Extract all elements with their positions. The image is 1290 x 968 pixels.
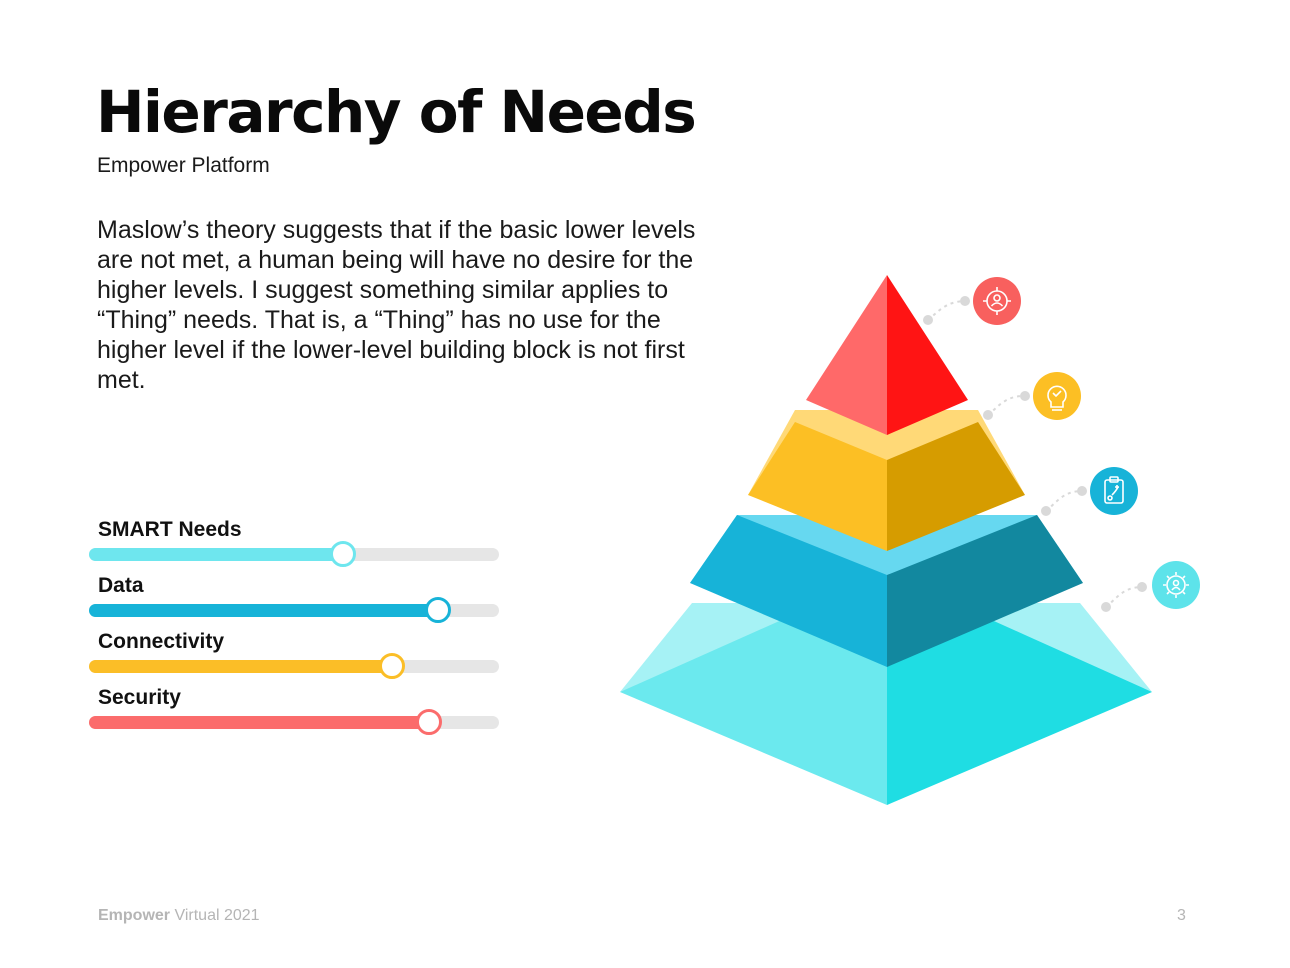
need-slider-track[interactable] <box>89 541 499 567</box>
gear-user-icon <box>1152 561 1200 609</box>
need-slider-knob[interactable] <box>379 653 406 679</box>
need-slider-knob[interactable] <box>416 709 443 735</box>
need-data: Data <box>89 574 501 630</box>
tier-top-left-face <box>806 275 887 435</box>
need-security: Security <box>89 686 501 742</box>
tier-third-left-face <box>690 515 887 667</box>
tier-third-icon-circle <box>1090 467 1138 515</box>
needs-sliders: SMART Needs Data Connectivity Security <box>89 518 501 742</box>
footer-brand: Empower Virtual 2021 <box>98 907 260 925</box>
connector-dot <box>1041 506 1051 516</box>
connector-dot <box>1101 602 1111 612</box>
connector-dot <box>1137 582 1147 592</box>
need-slider-track[interactable] <box>89 709 499 735</box>
connector-lines <box>927 300 1143 608</box>
need-slider-track[interactable] <box>89 597 499 623</box>
connector-dot <box>1077 486 1087 496</box>
connector-base <box>1105 586 1143 608</box>
connector-top <box>927 300 965 321</box>
slide-subtitle: Empower Platform <box>97 154 270 177</box>
body-paragraph: Maslow’s theory suggests that if the bas… <box>97 216 696 394</box>
need-smart: SMART Needs <box>89 518 501 574</box>
need-slider-fill <box>89 548 344 561</box>
tier-second-right-face <box>887 422 1025 551</box>
need-slider-fill <box>89 604 438 617</box>
connector-dot <box>960 296 970 306</box>
need-slider-fill <box>89 660 393 673</box>
need-connectivity: Connectivity <box>89 630 501 686</box>
connector-dot <box>923 315 933 325</box>
connector-third <box>1045 490 1083 512</box>
pyramid-tier-top <box>806 275 968 435</box>
clipboard-strategy-icon <box>1090 467 1138 515</box>
lightbulb-icon <box>1033 372 1081 420</box>
tier-second-left-face <box>748 422 887 551</box>
need-slider-fill <box>89 716 430 729</box>
need-slider-knob[interactable] <box>330 541 357 567</box>
footer-event: Virtual 2021 <box>170 907 260 924</box>
footer-brand-name: Empower <box>98 907 171 924</box>
need-slider-track[interactable] <box>89 653 499 679</box>
need-label: SMART Needs <box>98 518 242 541</box>
page-number: 3 <box>1177 907 1186 924</box>
connector-dot <box>1020 391 1030 401</box>
tier-top-right-face <box>887 275 968 435</box>
need-label: Data <box>98 574 144 597</box>
connector-second <box>987 395 1025 416</box>
need-label: Security <box>98 686 181 709</box>
target-user-icon <box>973 277 1021 325</box>
pyramid-diagram <box>620 275 1200 805</box>
slide-title: Hierarchy of Needs <box>96 78 697 146</box>
connector-dot <box>983 410 993 420</box>
pyramid-tier-second <box>748 410 1025 551</box>
connector-dots <box>923 296 1147 612</box>
need-label: Connectivity <box>98 630 225 653</box>
tier-third-right-face <box>887 515 1083 667</box>
need-slider-knob[interactable] <box>424 597 451 623</box>
